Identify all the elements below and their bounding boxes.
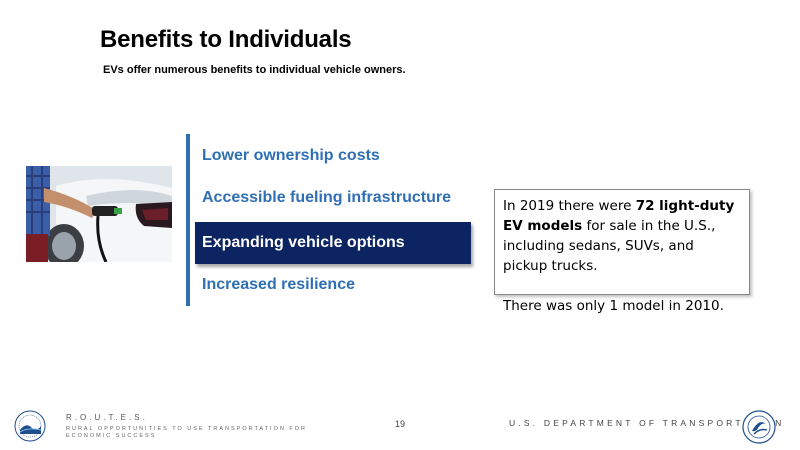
routes-title: R.O.U.T.E.S. xyxy=(66,413,148,422)
info-text: for sale in the U.S., including sedans, … xyxy=(503,218,716,274)
ev-charging-photo xyxy=(26,166,172,262)
department-name: U.S. DEPARTMENT OF TRANSPORTATION xyxy=(509,418,785,428)
info-paragraph-1: In 2019 there were 72 light-duty EV mode… xyxy=(503,196,741,276)
menu-item-expanding-vehicle-options[interactable]: Expanding vehicle options xyxy=(195,222,471,264)
info-text: In 2019 there were xyxy=(503,198,636,214)
dot-seal-icon xyxy=(742,410,776,444)
slide-title: Benefits to Individuals xyxy=(100,26,352,53)
menu-item-increased-resilience[interactable]: Increased resilience xyxy=(202,276,355,293)
info-highlight: 72 light-duty EV models xyxy=(503,198,735,234)
info-box: In 2019 there were 72 light-duty EV mode… xyxy=(494,189,750,314)
slide-subtitle: EVs offer numerous benefits to individua… xyxy=(103,64,406,76)
menu-item-accessible-fueling-infrastructure[interactable]: Accessible fueling infrastructure xyxy=(202,189,451,206)
routes-logo-icon xyxy=(14,410,46,442)
routes-subtitle: RURAL OPPORTUNITIES TO USE TRANSPORTATIO… xyxy=(66,426,307,439)
menu-accent-bar xyxy=(186,134,190,306)
menu-item-lower-ownership-costs[interactable]: Lower ownership costs xyxy=(202,147,380,164)
info-paragraph-2: There was only 1 model in 2010. xyxy=(503,298,724,314)
page-number: 19 xyxy=(395,419,406,429)
